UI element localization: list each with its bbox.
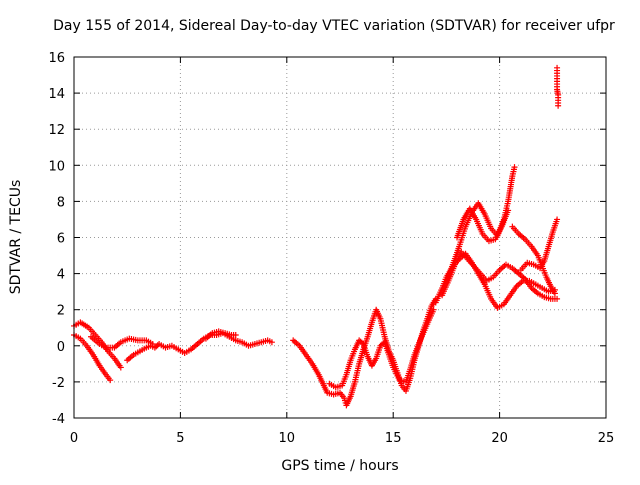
data-point [107,377,114,384]
x-tick-label: 20 [491,431,508,446]
series-arc-m [517,216,561,273]
series-arc-l [509,223,558,297]
series-arc-n [554,64,562,109]
y-tick-label: 2 [57,304,65,319]
x-tick-label: 25 [598,431,615,446]
y-tick-label: 16 [48,51,65,66]
series-arc-g [326,306,437,391]
data-series [71,64,562,409]
y-tick-label: -4 [52,412,65,427]
x-tick-label: 5 [176,431,184,446]
y-tick-label: 8 [57,195,65,210]
y-tick-label: 6 [57,232,65,247]
tick-labels: 0 5 10 15 20 25 -4 -2 0 2 4 6 8 10 12 14 16 [48,51,614,446]
axis-ticks [73,56,607,419]
x-tick-label: 0 [70,431,78,446]
y-tick-label: 10 [48,159,65,174]
data-point [232,331,239,338]
data-point [554,295,561,302]
x-axis-label: GPS time / hours [281,458,398,474]
data-point [117,364,124,371]
y-tick-label: 0 [57,340,65,355]
y-tick-label: 14 [48,87,65,102]
y-tick-label: 4 [57,268,65,283]
series-arc-d [124,330,275,364]
grid-lines [74,57,606,418]
series-arc-k [454,205,512,245]
y-tick-label: -2 [52,376,65,391]
series-arc-c [88,333,156,351]
data-point [551,290,558,297]
data-point [554,216,561,223]
data-point [268,339,275,346]
data-point [505,207,512,214]
y-axis-label: SDTVAR / TECUs [8,180,24,295]
chart-title: Day 155 of 2014, Sidereal Day-to-day VTE… [53,18,615,34]
data-point [511,164,518,171]
series-arc-e [202,328,239,342]
data-point [555,102,562,109]
x-tick-label: 10 [279,431,296,446]
data-point [430,306,437,313]
x-tick-label: 15 [385,431,402,446]
y-tick-label: 12 [48,123,65,138]
